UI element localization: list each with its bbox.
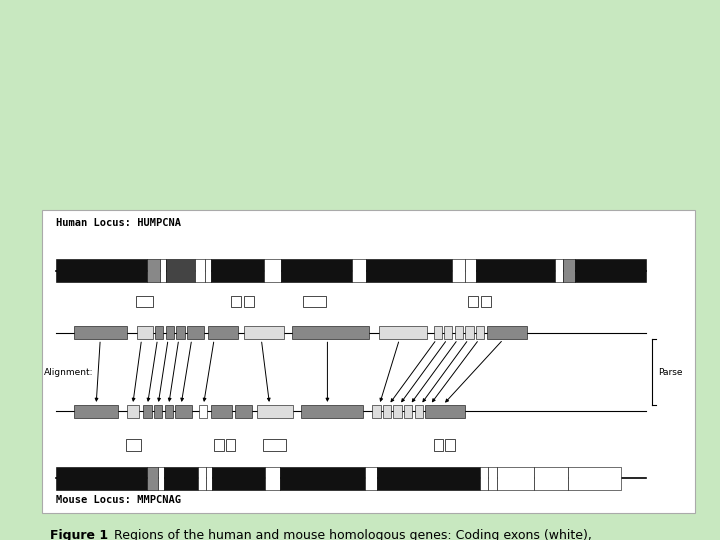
Bar xyxy=(263,439,286,450)
Bar xyxy=(415,405,423,418)
Bar xyxy=(488,467,497,490)
Bar xyxy=(243,296,254,307)
Bar xyxy=(198,467,207,490)
Bar xyxy=(366,259,452,282)
Bar xyxy=(465,259,475,282)
Bar xyxy=(468,296,479,307)
Bar xyxy=(42,210,695,513)
Bar xyxy=(433,439,443,450)
Bar xyxy=(138,326,153,339)
Bar xyxy=(302,296,326,307)
Bar xyxy=(426,405,465,418)
Bar xyxy=(148,467,158,490)
Bar xyxy=(446,439,455,450)
Text: Parse: Parse xyxy=(658,368,683,376)
Bar xyxy=(487,326,527,339)
Bar xyxy=(194,259,205,282)
Bar xyxy=(235,405,252,418)
Bar xyxy=(125,439,141,450)
Bar xyxy=(266,467,279,490)
Bar xyxy=(264,259,281,282)
Bar xyxy=(56,467,148,490)
Text: Mouse Locus: MMPCNAG: Mouse Locus: MMPCNAG xyxy=(56,495,181,505)
Bar xyxy=(143,405,152,418)
Bar xyxy=(158,467,164,490)
Bar xyxy=(154,405,162,418)
Bar xyxy=(568,467,621,490)
Bar xyxy=(166,259,194,282)
Bar xyxy=(279,467,365,490)
Bar xyxy=(243,326,284,339)
Bar xyxy=(148,259,161,282)
Bar xyxy=(497,467,534,490)
Text: Alignment:: Alignment: xyxy=(44,368,94,376)
Bar xyxy=(351,259,366,282)
Bar xyxy=(166,326,174,339)
Bar xyxy=(564,259,575,282)
Bar xyxy=(212,467,266,490)
Bar xyxy=(208,326,238,339)
Bar xyxy=(56,259,148,282)
Bar xyxy=(187,326,204,339)
Bar xyxy=(230,296,241,307)
Bar xyxy=(165,405,173,418)
Bar xyxy=(372,405,380,418)
Bar xyxy=(292,326,369,339)
Bar xyxy=(481,296,492,307)
Bar xyxy=(455,326,463,339)
Bar xyxy=(433,326,442,339)
Bar xyxy=(383,405,391,418)
Bar xyxy=(136,296,153,307)
Bar xyxy=(480,467,488,490)
Text: Regions of the human and mouse homologous genes: Coding exons (white),: Regions of the human and mouse homologou… xyxy=(102,529,592,540)
Bar xyxy=(444,326,452,339)
Bar xyxy=(155,326,163,339)
Bar xyxy=(207,467,212,490)
Bar xyxy=(465,326,474,339)
Bar xyxy=(475,259,555,282)
Bar xyxy=(226,439,235,450)
Bar xyxy=(205,259,211,282)
Text: Figure 1: Figure 1 xyxy=(50,529,108,540)
Bar xyxy=(379,326,426,339)
Bar xyxy=(199,405,207,418)
Bar xyxy=(281,259,351,282)
Bar xyxy=(575,259,646,282)
Bar xyxy=(73,326,127,339)
Bar xyxy=(164,467,198,490)
Bar xyxy=(127,405,139,418)
Bar xyxy=(176,326,184,339)
Bar xyxy=(73,405,118,418)
Bar xyxy=(394,405,402,418)
Text: Human Locus: HUMPCNA: Human Locus: HUMPCNA xyxy=(56,218,181,228)
Bar xyxy=(161,259,166,282)
Bar xyxy=(377,467,480,490)
Bar xyxy=(256,405,293,418)
Bar xyxy=(404,405,413,418)
Bar xyxy=(211,259,264,282)
Bar xyxy=(175,405,192,418)
Bar xyxy=(210,405,232,418)
Bar xyxy=(452,259,465,282)
Bar xyxy=(214,439,224,450)
Bar xyxy=(301,405,363,418)
Bar xyxy=(365,467,377,490)
Bar xyxy=(534,467,568,490)
Bar xyxy=(555,259,564,282)
Bar xyxy=(476,326,485,339)
